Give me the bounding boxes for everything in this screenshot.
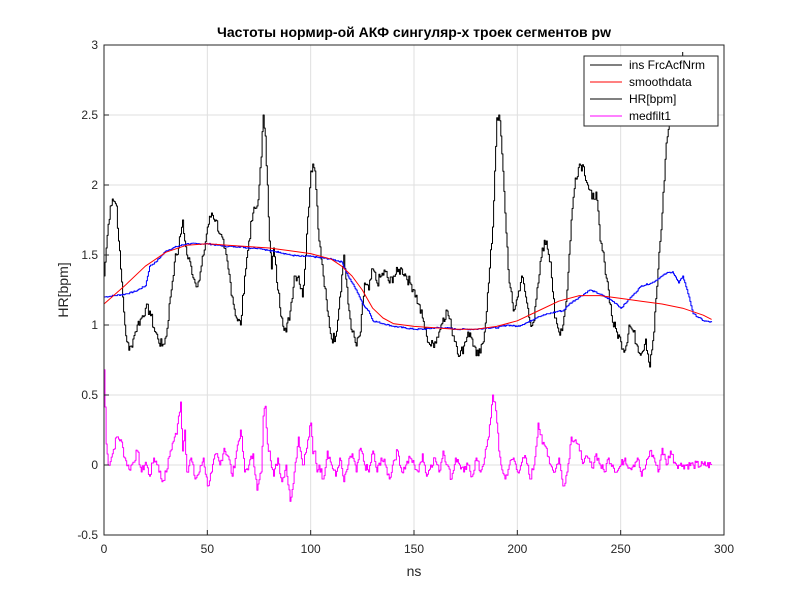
series-line-ins-frcacfnrm	[104, 52, 684, 368]
y-tick-label: 3	[91, 38, 98, 52]
chart-title: Частоты нормир-ой АКФ сингуляр-х троек с…	[217, 24, 611, 40]
series-line-medfilt1	[104, 369, 713, 502]
x-tick-label: 50	[201, 542, 215, 556]
legend-box	[583, 55, 719, 127]
x-tick-label: 0	[101, 542, 108, 556]
y-tick-label: 2.5	[81, 108, 98, 122]
y-tick-label: 2	[91, 178, 98, 192]
x-tick-label: 300	[714, 542, 734, 556]
plot-area	[103, 52, 713, 502]
x-tick-label: 200	[507, 542, 527, 556]
legend-label-1: smoothdata	[629, 75, 692, 89]
x-axis-label: ns	[407, 563, 422, 579]
y-tick-label: 0.5	[81, 388, 98, 402]
x-tick-label: 150	[404, 542, 424, 556]
legend-label-3: medfilt1	[629, 109, 671, 123]
y-tick-label: 0	[91, 458, 98, 472]
y-tick-label: -0.5	[77, 528, 98, 542]
x-tick-label: 100	[301, 542, 321, 556]
legend-label-0: ins FrcAcfNrm	[629, 58, 705, 72]
legend: ins FrcAcfNrm smoothdata HR[bpm] medfilt…	[583, 55, 719, 127]
axis-ticks: 0 50 100 150 200 250 300-0.500.511.522.53	[77, 38, 734, 556]
y-axis-label: HR[bpm]	[55, 262, 71, 317]
y-tick-label: 1.5	[81, 248, 98, 262]
series-line-smoothdata	[103, 243, 712, 330]
y-tick-label: 1	[91, 318, 98, 332]
legend-label-2: HR[bpm]	[629, 92, 676, 106]
x-tick-label: 250	[611, 542, 631, 556]
